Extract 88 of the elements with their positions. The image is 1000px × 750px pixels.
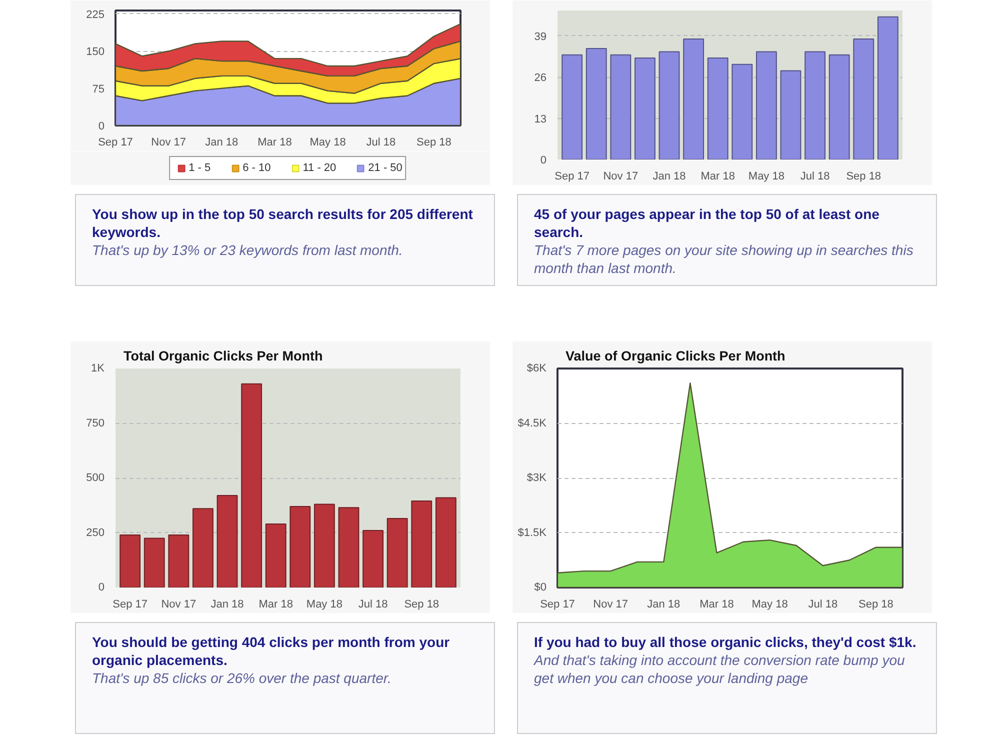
x-tick-label: Sep 18: [404, 598, 440, 610]
y-tick-label: 39: [534, 30, 547, 43]
legend-label: 21 - 50: [368, 162, 402, 174]
y-tick-label: $0: [534, 582, 547, 594]
text: That's up by 13% or 23 keywords from last month.: [92, 241, 404, 259]
bar: [634, 58, 656, 160]
y-tick-label: 250: [86, 526, 105, 539]
y-tick-label: 0: [98, 582, 105, 594]
y-tick-label: 75: [92, 83, 105, 96]
bar: [658, 51, 680, 160]
chart-title: Value of Organic Clicks Per Month: [566, 348, 786, 364]
legend-label: 6 - 10: [242, 162, 271, 174]
x-tick-label: Sep 18: [846, 170, 882, 182]
x-tick-label: Mar 18: [700, 598, 734, 610]
x-tick-label: Jul 18: [808, 598, 838, 610]
x-tick-label: Jan 18: [210, 598, 244, 610]
x-tick-label: Jul 18: [358, 598, 388, 610]
x-tick-label: Nov 17: [593, 598, 628, 610]
text: You should be getting 404 clicks per month from your organic placements.: [92, 633, 451, 669]
x-tick-label: Jan 18: [205, 136, 238, 148]
bar: [290, 506, 311, 588]
y-tick-label: 0: [98, 120, 105, 132]
text: 45 of your pages appear in the top 50 of at least one search.: [534, 205, 880, 241]
y-tick-label: 150: [86, 46, 105, 58]
bar: [780, 70, 802, 160]
bar: [828, 54, 850, 160]
x-tick-label: Nov 17: [161, 598, 196, 610]
bar: [411, 500, 432, 588]
x-tick-label: Sep 17: [112, 598, 148, 610]
y-tick-label: 1K: [91, 362, 106, 374]
x-tick-label: May 18: [310, 136, 346, 148]
bar: [435, 497, 456, 588]
x-tick-label: Sep 17: [98, 136, 133, 148]
bar: [241, 383, 262, 588]
bar: [386, 518, 408, 588]
bar: [120, 534, 141, 588]
chart-title: Total Organic Clicks Per Month: [124, 348, 323, 364]
bar: [362, 530, 384, 588]
y-tick-label: $3K: [526, 472, 548, 484]
text: If you had to buy all those organic clicks, they'd cost $1k.: [534, 633, 918, 651]
x-tick-label: Mar 18: [700, 170, 735, 182]
y-tick-label: 0: [540, 154, 547, 166]
text: That's up 85 clicks or 26% over the past quarter.: [92, 669, 392, 687]
x-tick-label: Sep 17: [540, 598, 575, 610]
bar: [168, 534, 190, 588]
y-tick-label: 13: [534, 113, 547, 126]
bar: [265, 523, 286, 588]
bar: [610, 54, 632, 160]
bar: [586, 48, 607, 160]
text: That's 7 more pages on your site showing up in searches this month than last month.: [534, 241, 914, 277]
x-tick-label: May 18: [748, 170, 784, 182]
bar: [216, 495, 238, 588]
bar: [877, 16, 898, 160]
x-tick-label: May 18: [752, 598, 788, 610]
x-tick-label: Jul 18: [800, 170, 830, 182]
legend-label: 1 - 5: [188, 162, 211, 174]
x-tick-label: Jul 18: [366, 136, 396, 148]
bar: [144, 538, 165, 588]
x-tick-label: Sep 18: [858, 598, 894, 610]
x-tick-label: Sep 18: [416, 136, 452, 148]
legend-label: 11 - 20: [302, 162, 336, 174]
bar: [314, 504, 335, 588]
y-tick-label: $6K: [526, 362, 548, 374]
bar: [192, 508, 214, 588]
y-tick-label: 225: [86, 8, 105, 21]
bar: [804, 51, 826, 160]
y-tick-label: 500: [86, 472, 105, 484]
bar: [707, 58, 728, 160]
x-tick-label: Mar 18: [258, 598, 293, 610]
x-tick-label: Jan 18: [647, 598, 680, 610]
y-tick-label: $1.5K: [518, 526, 548, 539]
x-tick-label: Nov 17: [151, 136, 186, 148]
text: And that's taking into account the conversion rate bump you get when you can choose your landing page: [534, 651, 906, 687]
x-tick-label: Nov 17: [603, 170, 638, 182]
bar: [683, 38, 704, 160]
x-tick-label: Mar 18: [258, 136, 292, 148]
bar: [732, 64, 753, 160]
y-tick-label: 26: [534, 72, 547, 84]
x-tick-label: Jan 18: [652, 170, 686, 182]
y-tick-label: $4.5K: [518, 417, 548, 430]
x-tick-label: Sep 17: [554, 170, 590, 182]
text: You show up in the top 50 search results for 205 different keywords.: [92, 205, 474, 241]
x-tick-label: May 18: [306, 598, 342, 610]
bar: [338, 507, 360, 588]
bar: [562, 54, 583, 160]
y-tick-label: 750: [86, 417, 105, 430]
bar: [756, 51, 777, 160]
bar: [853, 38, 874, 160]
